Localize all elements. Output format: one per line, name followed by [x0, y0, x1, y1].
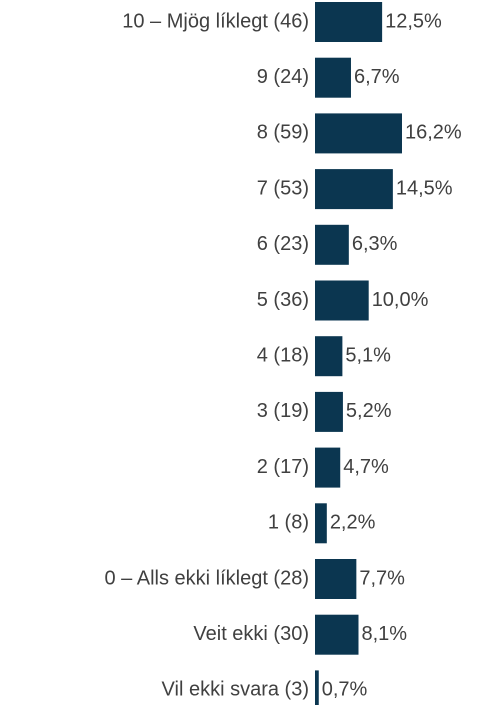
category-label: 2 (17): [257, 456, 309, 478]
value-label: 5,1%: [345, 344, 391, 366]
bar: [315, 57, 351, 98]
bar: [315, 447, 341, 488]
category-label: 3 (19): [257, 400, 309, 422]
bar: [315, 113, 402, 154]
category-label: 1 (8): [268, 512, 309, 534]
category-label: 7 (53): [257, 177, 309, 199]
value-label: 12,5%: [385, 10, 442, 32]
value-label: 16,2%: [405, 122, 462, 144]
bar: [315, 2, 383, 42]
value-label: 2,2%: [330, 512, 376, 534]
bar: [315, 391, 343, 432]
bar: [315, 280, 369, 321]
value-label: 7,7%: [359, 567, 405, 589]
category-label: 4 (18): [257, 344, 309, 366]
value-label: 14,5%: [396, 177, 453, 199]
category-label: 0 – Alls ekki líklegt (28): [104, 567, 309, 589]
category-label: 8 (59): [257, 122, 309, 144]
bar: [315, 670, 319, 705]
category-label: Veit ekki (30): [193, 623, 309, 645]
category-label: 6 (23): [257, 233, 309, 255]
value-label: 6,3%: [352, 233, 398, 255]
bar: [315, 336, 343, 377]
bar: [315, 169, 393, 210]
value-label: 0,7%: [322, 679, 368, 701]
bar: [315, 559, 357, 599]
value-label: 8,1%: [361, 623, 407, 645]
bar: [315, 503, 327, 544]
value-label: 6,7%: [354, 66, 400, 88]
category-label: 5 (36): [257, 289, 309, 311]
bar: [315, 614, 359, 655]
category-label: 10 – Mjög líklegt (46): [122, 10, 309, 32]
category-label: Vil ekki svara (3): [162, 679, 309, 701]
bar: [315, 224, 349, 265]
value-label: 10,0%: [372, 289, 429, 311]
value-label: 5,2%: [346, 400, 392, 422]
value-label: 4,7%: [343, 456, 389, 478]
category-label: 9 (24): [257, 66, 309, 88]
